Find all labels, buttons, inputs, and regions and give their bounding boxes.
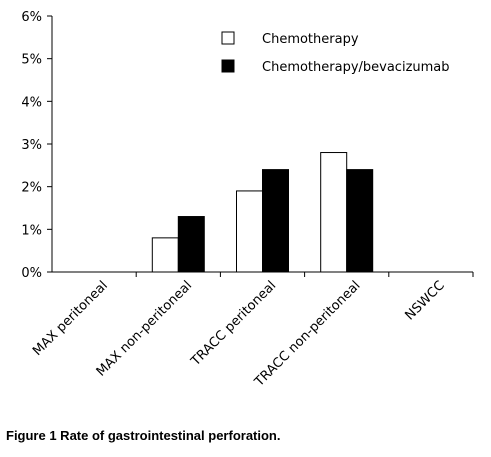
chart-bars	[151, 152, 374, 273]
y-axis-ticks: 0% 1% 2% 3% 4% 5% 6%	[21, 10, 52, 281]
x-category-label: MAX non-peritoneal	[94, 278, 195, 379]
x-category-label: MAX peritoneal	[30, 278, 111, 359]
legend-label: Chemotherapy/bevacizumab	[262, 60, 450, 75]
y-tick-label: 4%	[21, 95, 42, 110]
legend-swatch	[221, 59, 235, 73]
bar-chemotherapy-bevacizumab	[177, 216, 205, 273]
y-tick-label: 1%	[21, 223, 42, 238]
bar-chemotherapy-bevacizumab	[346, 169, 374, 273]
y-tick-label: 3%	[21, 138, 42, 153]
y-tick-label: 5%	[21, 53, 42, 68]
x-category-label: TRACC peritoneal	[188, 278, 280, 370]
chart-legend: Chemotherapy Chemotherapy/bevacizumab	[221, 31, 450, 75]
bar-chemotherapy	[320, 152, 348, 273]
bar-chemotherapy	[236, 190, 263, 273]
x-category-label: NSWCC	[402, 278, 447, 323]
y-tick-label: 6%	[21, 10, 42, 25]
bar-chemotherapy	[151, 237, 179, 273]
bar-chemotherapy-bevacizumab	[262, 169, 289, 273]
legend-swatch	[221, 31, 235, 45]
y-tick-label: 2%	[21, 181, 42, 196]
y-tick-label: 0%	[21, 266, 42, 281]
legend-label: Chemotherapy	[262, 32, 359, 47]
figure-caption: Figure 1 Rate of gastrointestinal perfor…	[6, 428, 281, 443]
